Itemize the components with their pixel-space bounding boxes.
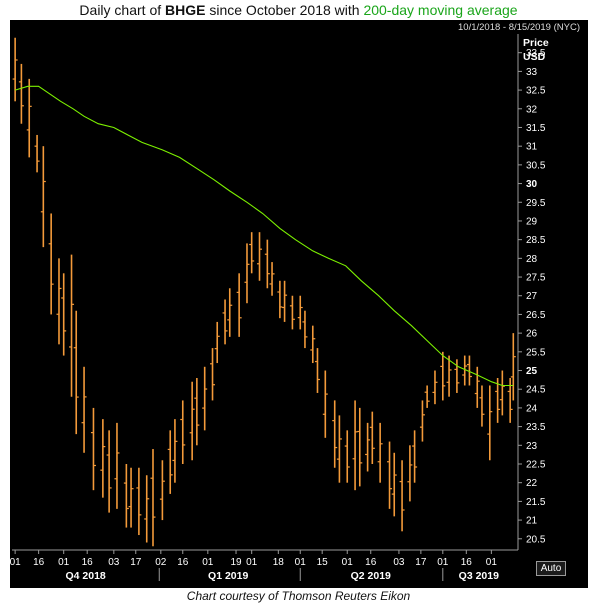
y-tick-label: 25: [526, 366, 538, 377]
y-tick-label: 32.5: [526, 86, 546, 97]
x-tick-label: 16: [33, 557, 45, 568]
y-tick-label: 31: [526, 142, 538, 153]
x-tick-label: 17: [415, 557, 427, 568]
axes: [12, 34, 519, 551]
title-prefix: Daily chart of: [79, 2, 166, 18]
x-tick-label: 16: [177, 557, 189, 568]
y-tick-label: 32: [526, 104, 538, 115]
x-tick-label: 17: [130, 557, 142, 568]
x-period-label: Q2 2019: [351, 570, 391, 582]
y-tick-label: 23.5: [526, 422, 546, 433]
x-tick-label: 16: [365, 557, 377, 568]
y-tick-label: 27.5: [526, 273, 546, 284]
x-tick-label: 01: [246, 557, 258, 568]
chart-caption: Chart courtesy of Thomson Reuters Eikon: [186, 589, 411, 603]
x-tick-label: 18: [273, 557, 285, 568]
y-tick-label: 30: [526, 179, 538, 190]
x-tick-label: 16: [461, 557, 473, 568]
y-axis: 20.5 21 21.5 22 22.5 23 23.5 24 24.5 25 25.5 26 26.5…: [518, 48, 546, 545]
x-tick-label: 01: [437, 557, 449, 568]
moving-average-line: [14, 85, 514, 387]
chart-panel: 10/1/2018 - 8/15/2019 (NYC) Price USD 20…: [10, 20, 588, 588]
title-ticker: BHGE: [165, 2, 206, 18]
y-tick-label: 28: [526, 254, 538, 265]
y-tick-label: 33.5: [526, 48, 546, 59]
x-period-label: Q1 2019: [208, 570, 248, 582]
y-tick-label: 29.5: [526, 198, 546, 209]
title-middle: since October 2018 with: [205, 2, 364, 18]
y-tick-label: 23: [526, 441, 538, 452]
x-tick-label: 19: [230, 557, 242, 568]
x-tick-label: 16: [82, 557, 94, 568]
chart-title: Daily chart of BHGE since October 2018 w…: [0, 2, 597, 18]
x-tick-label: 15: [317, 557, 329, 568]
y-tick-label: 31.5: [526, 123, 546, 134]
x-tick-label: 01: [295, 557, 307, 568]
x-tick-label: 01: [486, 557, 498, 568]
y-tick-label: 26: [526, 329, 538, 340]
x-tick-label: 01: [202, 557, 214, 568]
price-chart: 10/1/2018 - 8/15/2019 (NYC) Price USD 20…: [10, 22, 580, 582]
x-period-label: Q4 2018: [65, 570, 105, 582]
y-tick-label: 20.5: [526, 534, 546, 545]
y-tick-label: 21: [526, 516, 538, 527]
x-tick-label: 01: [58, 557, 70, 568]
y-tick-label: 29: [526, 216, 538, 227]
auto-scale-button[interactable]: Auto: [536, 561, 566, 576]
x-tick-label: 01: [342, 557, 354, 568]
x-tick-label: 03: [393, 557, 405, 568]
y-axis-unit: USD: [523, 51, 546, 63]
y-tick-label: 30.5: [526, 160, 546, 171]
x-tick-label: 02: [155, 557, 167, 568]
y-tick-label: 25.5: [526, 347, 546, 358]
price-bars: [12, 37, 516, 547]
date-range-label: 10/1/2018 - 8/15/2019 (NYC): [458, 22, 580, 33]
x-axis: 01 16 01 16 03 17 02 16 01 19 01 18 01 15 01 16 03 17 01 16…: [10, 550, 499, 582]
x-tick-label: 03: [108, 557, 120, 568]
y-tick-label: 33: [526, 67, 538, 78]
y-axis-title: Price: [523, 37, 549, 49]
y-tick-label: 28.5: [526, 235, 546, 246]
y-tick-label: 24: [526, 403, 538, 414]
y-tick-label: 24.5: [526, 385, 546, 396]
x-tick-label: 01: [10, 557, 21, 568]
y-tick-label: 26.5: [526, 310, 546, 321]
y-tick-label: 22.5: [526, 460, 546, 471]
y-tick-label: 27: [526, 291, 538, 302]
y-tick-label: 21.5: [526, 497, 546, 508]
y-tick-label: 22: [526, 478, 538, 489]
x-period-label: Q3 2019: [459, 570, 499, 582]
title-ma-label: 200-day moving average: [363, 2, 518, 18]
